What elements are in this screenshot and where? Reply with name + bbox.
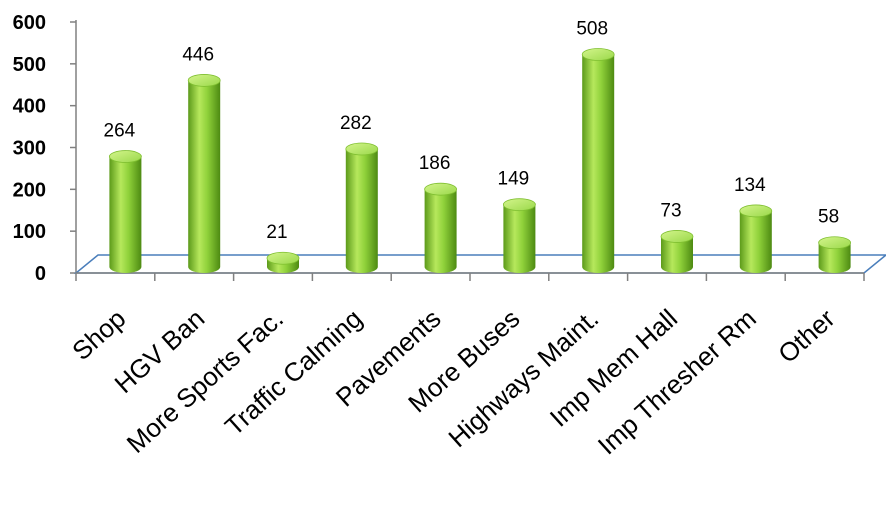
bar-body <box>582 54 615 274</box>
data-label: 58 <box>818 207 839 228</box>
data-label: 134 <box>734 175 766 196</box>
bar-more-buses <box>503 198 536 273</box>
bar-body <box>503 204 536 273</box>
bars <box>109 48 851 274</box>
data-label: 73 <box>660 200 681 221</box>
bar-body <box>109 156 142 273</box>
bar-top <box>187 74 221 87</box>
y-tick-label: 600 <box>13 12 46 34</box>
bar-pavements <box>424 182 458 273</box>
bar-highways-maint <box>581 48 615 274</box>
bar-top <box>739 204 773 218</box>
category-label: Traffic Calming <box>219 303 368 441</box>
y-tick-label: 0 <box>35 263 46 285</box>
bar-imp-mem-hall <box>660 230 694 273</box>
y-tick-label: 200 <box>13 179 46 201</box>
bar-top <box>109 150 142 163</box>
data-label: 282 <box>340 113 372 134</box>
bar-top <box>424 182 458 196</box>
bar-traffic-calming <box>345 142 379 273</box>
bar-shop <box>109 150 142 273</box>
bar-top <box>503 198 536 212</box>
bar-body <box>424 189 457 273</box>
bar-top <box>345 142 379 156</box>
data-label: 446 <box>182 44 214 65</box>
data-label: 21 <box>266 222 287 243</box>
category-label: Other <box>772 303 841 369</box>
bar-top <box>581 48 615 61</box>
bar-imp-thresher-rm <box>739 204 773 273</box>
bar-body <box>345 149 378 273</box>
bar-more-sports-fac <box>266 251 300 273</box>
data-label: 186 <box>419 153 451 174</box>
y-tick-label: 300 <box>13 138 46 160</box>
bar-top <box>266 251 300 265</box>
bar-other <box>818 236 851 273</box>
data-label: 264 <box>104 121 136 142</box>
bar-body <box>818 242 851 273</box>
bar-hgv-ban <box>187 74 221 273</box>
y-tick-label: 500 <box>13 54 46 76</box>
data-label: 149 <box>498 169 530 190</box>
axes <box>70 20 886 281</box>
bar-body <box>661 236 693 273</box>
data-label: 508 <box>576 18 608 39</box>
category-label: Shop <box>66 303 131 366</box>
bar-body <box>188 80 221 273</box>
bar-body <box>739 210 772 273</box>
y-tick-label: 100 <box>13 221 46 243</box>
y-tick-label: 400 <box>13 96 46 118</box>
bar-top <box>818 236 851 250</box>
bar-top <box>660 230 694 243</box>
